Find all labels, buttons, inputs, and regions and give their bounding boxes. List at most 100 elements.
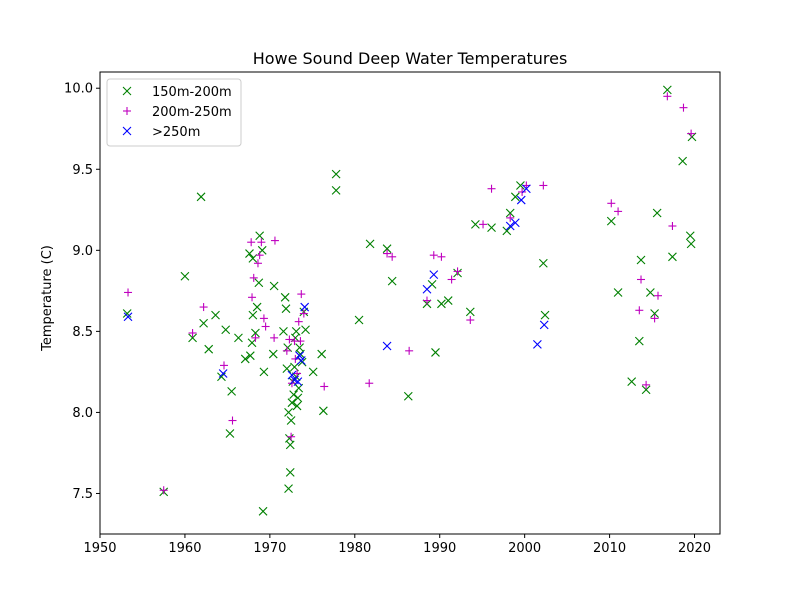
legend-marker [122, 86, 132, 96]
data-point [654, 291, 662, 300]
plot-frame [99, 71, 721, 535]
data-point [199, 318, 209, 328]
data-point [453, 267, 462, 276]
data-point [259, 367, 269, 377]
data-point [287, 432, 296, 441]
data-point [539, 181, 548, 190]
data-point [518, 187, 527, 196]
data-point [510, 218, 520, 228]
data-point [641, 385, 651, 395]
x-tick-label: 2000 [508, 541, 541, 556]
data-point [387, 276, 397, 286]
data-point [286, 416, 296, 425]
data-point [300, 302, 310, 312]
series-markers [123, 184, 549, 387]
y-tick-label: 7.5 [72, 487, 93, 502]
data-point [297, 290, 306, 299]
data-point [668, 252, 677, 262]
data-point [405, 346, 414, 355]
data-point [240, 354, 250, 364]
y-tick-label: 8.5 [72, 325, 93, 340]
data-point [539, 320, 549, 330]
data-point [429, 251, 438, 260]
data-point [293, 369, 302, 378]
data-point [248, 293, 257, 302]
x-tick-label: 1950 [83, 541, 116, 556]
data-point [678, 156, 688, 166]
data-point [487, 184, 496, 193]
data-point [284, 484, 293, 493]
data-point [331, 185, 341, 195]
data-point [422, 296, 431, 305]
data-point [502, 226, 512, 236]
legend-entries: 150m-200m 200m-250m >250m [122, 85, 232, 140]
data-point [437, 299, 446, 309]
x-tick-label: 2020 [678, 541, 711, 556]
data-point [291, 326, 301, 336]
data-point [317, 349, 327, 359]
data-point [447, 275, 456, 284]
data-point [668, 222, 677, 230]
data-point [251, 333, 260, 342]
data-point [228, 416, 237, 425]
data-point [685, 231, 695, 241]
legend-box [106, 78, 242, 147]
data-point [388, 252, 397, 261]
legend-label: 150m-200m [152, 85, 232, 100]
data-point [437, 252, 446, 261]
data-point [431, 348, 440, 357]
data-point [257, 238, 266, 247]
data-point [365, 239, 375, 249]
data-point [293, 377, 303, 387]
data-point [294, 317, 303, 326]
data-point [123, 312, 133, 322]
x-tick-label: 1990 [423, 541, 456, 556]
data-point [510, 192, 520, 202]
y-tick-label: 8.0 [72, 406, 93, 421]
data-point [245, 351, 255, 361]
data-point [299, 309, 308, 318]
data-point [614, 207, 623, 216]
data-point [479, 220, 488, 229]
data-point [259, 314, 268, 323]
legend-marker [122, 126, 132, 136]
x-tick-label: 1980 [338, 541, 371, 556]
data-point [261, 322, 270, 331]
data-point [159, 486, 168, 495]
data-point [443, 296, 453, 305]
legend-label: 200m-250m [152, 105, 232, 120]
data-point [225, 429, 235, 438]
data-point [516, 195, 526, 205]
data-point [247, 338, 257, 348]
data-point [635, 306, 644, 315]
data-point [466, 316, 475, 325]
data-point [122, 309, 132, 318]
data-point [254, 278, 264, 288]
data-point [196, 192, 206, 202]
data-point [258, 506, 268, 516]
data-point [188, 333, 197, 343]
data-point [248, 254, 258, 263]
data-point [204, 344, 214, 354]
data-point [285, 468, 295, 477]
data-point [634, 336, 644, 346]
data-point [282, 346, 291, 355]
data-point [245, 249, 254, 258]
data-point [627, 377, 637, 387]
y-axis-label: Temperature (C) [40, 245, 55, 352]
data-point [422, 284, 432, 294]
x-tick-label: 2010 [593, 541, 626, 556]
data-point [382, 341, 392, 351]
data-point [607, 199, 616, 208]
axis-ticks: 1950 1960 1970 1980 1990 2000 2010 2020 7.5 8.0 8.… [64, 82, 711, 556]
data-point [636, 255, 646, 265]
data-point [280, 292, 290, 302]
data-point [301, 325, 310, 335]
data-point [331, 169, 341, 179]
data-point [487, 223, 496, 233]
data-point [403, 391, 413, 401]
data-point [180, 271, 190, 281]
data-point [281, 304, 291, 314]
y-tick-label: 9.0 [72, 244, 93, 259]
